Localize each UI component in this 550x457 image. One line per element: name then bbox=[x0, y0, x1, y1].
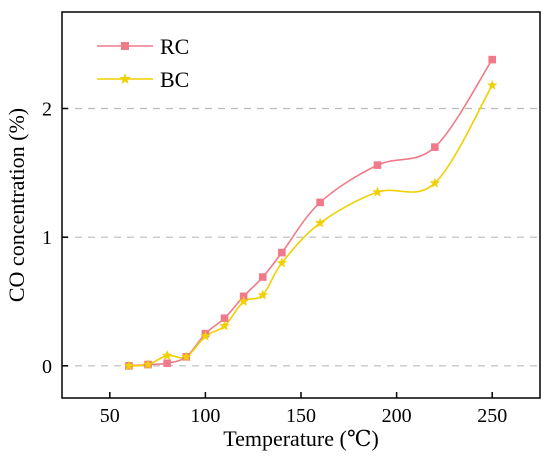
data-point-bc bbox=[257, 289, 268, 300]
legend-bc-label: BC bbox=[160, 67, 189, 92]
legend-rc-square-icon bbox=[121, 42, 129, 50]
grid-lines bbox=[62, 107, 540, 367]
data-point-rc bbox=[431, 143, 439, 151]
data-point-rc bbox=[278, 248, 286, 257]
y-tick-label: 1 bbox=[42, 227, 52, 249]
data-point-rc bbox=[373, 161, 382, 169]
series-line-bc bbox=[128, 84, 493, 367]
data-point-rc bbox=[220, 314, 229, 323]
legend-item-rc: RC bbox=[97, 34, 189, 59]
x-tick-label: 150 bbox=[286, 405, 316, 427]
data-point-rc bbox=[316, 198, 324, 207]
data-point-bc bbox=[181, 351, 192, 362]
data-point-rc bbox=[258, 273, 267, 281]
legend: RC BC bbox=[97, 34, 189, 92]
data-point-bc bbox=[142, 359, 154, 369]
x-tick-label: 100 bbox=[190, 405, 220, 427]
data-point-bc bbox=[314, 217, 326, 228]
x-tick-label: 200 bbox=[382, 405, 412, 427]
y-axis-label: CO concentration (%) bbox=[4, 108, 29, 302]
data-point-bc bbox=[238, 296, 249, 306]
data-point-bc bbox=[161, 350, 173, 360]
data-point-rc bbox=[163, 359, 171, 368]
series-curves bbox=[128, 59, 493, 367]
x-tick-label: 250 bbox=[477, 405, 507, 427]
series-line-rc bbox=[128, 59, 493, 367]
data-point-bc bbox=[486, 79, 498, 90]
y-axis-ticks: 0 1 2 bbox=[42, 99, 68, 378]
data-point-bc bbox=[200, 330, 211, 341]
data-point-bc bbox=[429, 177, 441, 188]
legend-item-bc: BC bbox=[97, 67, 189, 92]
y-tick-label: 2 bbox=[42, 99, 52, 121]
data-point-bc bbox=[219, 320, 230, 331]
x-axis-ticks: 50 100 150 200 250 bbox=[100, 392, 507, 427]
data-point-bc bbox=[276, 257, 288, 268]
x-axis-label: Temperature (℃) bbox=[223, 426, 379, 451]
y-tick-label: 0 bbox=[42, 356, 52, 378]
data-point-bc bbox=[123, 360, 135, 371]
series-markers bbox=[123, 55, 498, 371]
data-point-rc bbox=[488, 55, 496, 64]
data-point-bc bbox=[372, 186, 383, 197]
legend-rc-label: RC bbox=[160, 34, 189, 59]
plot-frame bbox=[61, 11, 541, 399]
x-tick-label: 50 bbox=[100, 405, 120, 427]
legend-bc-star-icon bbox=[119, 73, 131, 84]
